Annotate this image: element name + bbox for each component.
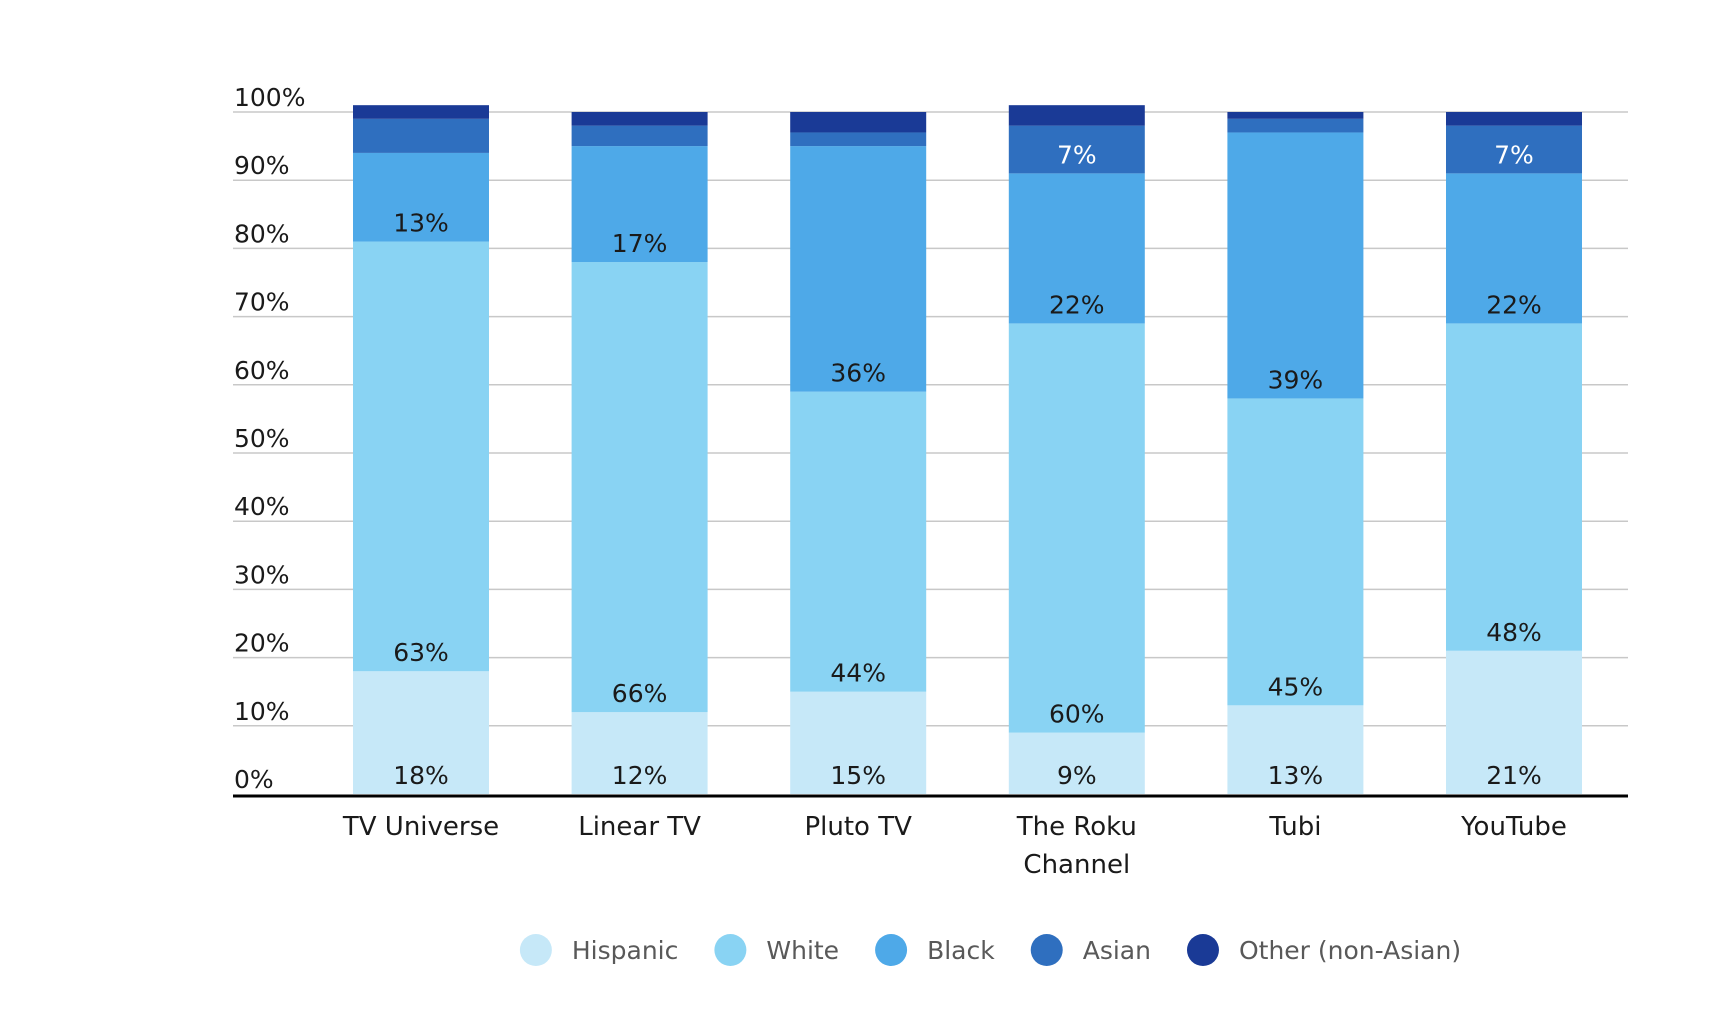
bar-segment-other-non-asian-linear-tv — [571, 112, 708, 126]
y-tick-label: 60% — [234, 356, 290, 385]
bar-segment-white-linear-tv — [571, 262, 708, 713]
y-tick-label: 70% — [234, 288, 290, 317]
bar-segment-asian-pluto-tv — [790, 132, 927, 147]
bar-group-the-roku-channel: 9% 60% 22% 7% — [1008, 105, 1145, 794]
data-label-white-tv-universe: 63% — [393, 638, 449, 667]
y-tick-label: 80% — [234, 219, 290, 248]
data-label-hispanic-youtube: 21% — [1486, 761, 1542, 790]
data-label-hispanic-tubi: 13% — [1268, 761, 1324, 790]
data-label-black-pluto-tv: 36% — [830, 359, 886, 388]
bar-segment-black-tv-universe — [353, 152, 489, 242]
y-tick-label: 30% — [234, 560, 290, 589]
legend-item-white: White — [714, 934, 839, 966]
legend: Hispanic White Black Asian Other (non-Asian) — [519, 934, 1461, 966]
y-tick-label: 90% — [234, 151, 290, 180]
data-label-black-youtube: 22% — [1486, 290, 1542, 319]
legend-swatch-white — [714, 934, 747, 966]
bar-segment-white-youtube — [1446, 323, 1582, 651]
bar-group-youtube: 21% 48% 22% 7% — [1446, 112, 1582, 794]
x-tick-label: YouTube — [1460, 812, 1567, 842]
bar-segment-other-non-asian-youtube — [1446, 112, 1582, 126]
y-tick-label: 10% — [234, 697, 290, 726]
data-label-white-pluto-tv: 44% — [830, 659, 886, 688]
data-label-white-youtube: 48% — [1486, 618, 1542, 647]
bar-group-pluto-tv: 15% 44% 36% — [790, 112, 927, 794]
legend-swatch-other-non-asian — [1186, 934, 1219, 966]
legend-label-other-non-asian: Other (non-Asian) — [1239, 936, 1461, 965]
bar-segment-asian-youtube — [1446, 125, 1582, 174]
bar-group-tv-universe: 18% 63% 13% — [353, 105, 489, 794]
bar-segment-hispanic-tubi — [1227, 705, 1364, 794]
data-label-white-linear-tv: 66% — [612, 679, 668, 708]
x-tick-label: Linear TV — [578, 812, 701, 842]
data-label-black-tubi: 39% — [1268, 365, 1324, 394]
bar-segment-black-pluto-tv — [790, 146, 927, 392]
legend-swatch-black — [875, 934, 908, 966]
bar-segment-white-the-roku-channel — [1008, 323, 1145, 733]
legend-label-black: Black — [927, 936, 995, 965]
data-label-hispanic-pluto-tv: 15% — [830, 761, 886, 790]
bar-segment-black-tubi — [1227, 132, 1364, 399]
y-tick-label: 0% — [234, 765, 274, 794]
data-label-white-the-roku-channel: 60% — [1049, 700, 1105, 729]
x-axis-labels: TV Universe Linear TV Pluto TV The Roku Chan… — [342, 812, 1567, 880]
x-tick-label: The Roku — [1016, 812, 1137, 842]
bar-segment-black-the-roku-channel — [1008, 173, 1145, 324]
bar-segment-asian-linear-tv — [571, 125, 708, 147]
bar-segment-other-non-asian-tubi — [1227, 112, 1364, 119]
bar-segment-asian-tv-universe — [353, 118, 489, 153]
bar-segment-hispanic-pluto-tv — [790, 691, 927, 794]
bar-segment-other-non-asian-pluto-tv — [790, 112, 927, 133]
bar-segment-white-tubi — [1227, 398, 1364, 706]
y-tick-label: 50% — [234, 424, 290, 453]
bar-group-linear-tv: 12% 66% 17% — [571, 112, 708, 794]
legend-swatch-hispanic — [519, 934, 552, 966]
data-label-black-the-roku-channel: 22% — [1049, 290, 1105, 319]
bar-segment-hispanic-youtube — [1446, 650, 1582, 794]
bar-group-tubi: 13% 45% 39% — [1227, 112, 1364, 794]
data-label-asian-youtube: 7% — [1494, 140, 1534, 169]
bar-segment-asian-the-roku-channel — [1008, 125, 1145, 174]
bar-segment-hispanic-the-roku-channel — [1008, 732, 1145, 794]
bar-segment-white-pluto-tv — [790, 391, 927, 692]
x-tick-label: Pluto TV — [804, 812, 912, 842]
bar-segment-other-non-asian-the-roku-channel — [1008, 105, 1145, 126]
x-tick-label: Channel — [1023, 850, 1130, 880]
bar-segment-asian-tubi — [1227, 118, 1364, 133]
legend-item-other-non-asian: Other (non-Asian) — [1186, 934, 1461, 966]
legend-item-black: Black — [875, 934, 995, 966]
x-tick-label: TV Universe — [342, 812, 499, 842]
bar-segment-black-youtube — [1446, 173, 1582, 324]
bar-segment-hispanic-linear-tv — [571, 712, 708, 794]
data-label-hispanic-the-roku-channel: 9% — [1057, 761, 1097, 790]
bar-segment-hispanic-tv-universe — [353, 671, 489, 794]
bar-segment-white-tv-universe — [353, 241, 489, 672]
x-tick-label: Tubi — [1268, 812, 1321, 842]
data-label-white-tubi: 45% — [1268, 672, 1324, 701]
bar-segment-black-linear-tv — [571, 146, 708, 263]
data-label-asian-the-roku-channel: 7% — [1057, 140, 1097, 169]
legend-item-asian: Asian — [1030, 934, 1151, 966]
data-label-hispanic-tv-universe: 18% — [393, 761, 449, 790]
legend-label-asian: Asian — [1083, 936, 1151, 965]
legend-swatch-asian — [1030, 934, 1063, 966]
bars: 18% 63% 13% 12% 66% 17% 15% 44% 36% 9% 60% 22% 7% 13%… — [353, 105, 1582, 794]
y-tick-label: 40% — [234, 492, 290, 521]
y-axis-ticks: 0% 10% 20% 30% 40% 50% 60% 70% 80% 90% 100% — [234, 83, 305, 794]
legend-item-hispanic: Hispanic — [519, 934, 679, 966]
data-label-hispanic-linear-tv: 12% — [612, 761, 668, 790]
y-tick-label: 20% — [234, 629, 290, 658]
data-label-black-tv-universe: 13% — [393, 209, 449, 238]
data-label-black-linear-tv: 17% — [612, 229, 668, 258]
y-tick-label: 100% — [234, 83, 305, 112]
legend-label-white: White — [766, 936, 839, 965]
legend-label-hispanic: Hispanic — [572, 936, 679, 965]
bar-segment-other-non-asian-tv-universe — [353, 105, 489, 119]
